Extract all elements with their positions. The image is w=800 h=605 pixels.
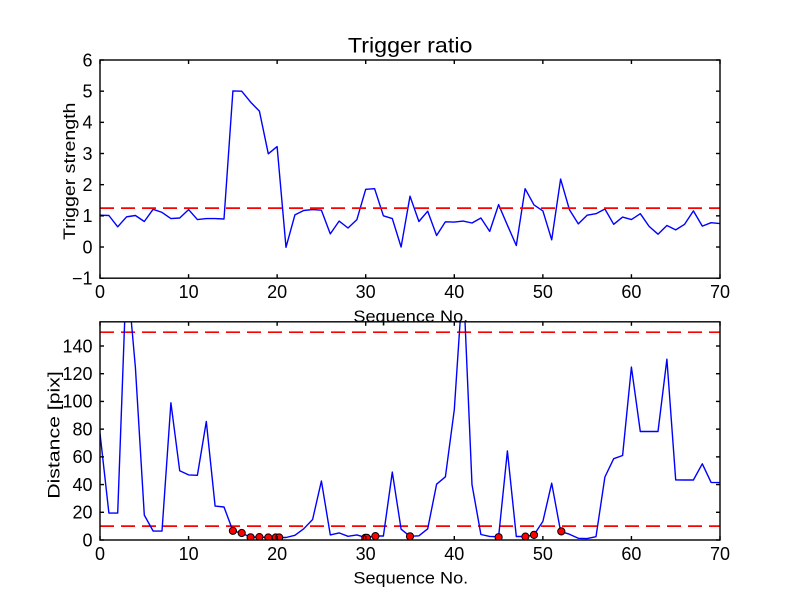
svg-text:1: 1	[82, 206, 92, 226]
svg-text:−1: −1	[72, 269, 93, 289]
svg-text:Sequence No.: Sequence No.	[353, 307, 468, 326]
svg-text:40: 40	[444, 544, 464, 564]
svg-text:Trigger strength: Trigger strength	[60, 103, 79, 241]
svg-text:20: 20	[72, 503, 92, 523]
svg-text:30: 30	[356, 282, 376, 302]
svg-text:60: 60	[621, 282, 641, 302]
svg-text:30: 30	[356, 544, 376, 564]
svg-text:20: 20	[267, 544, 287, 564]
svg-text:70: 70	[710, 282, 730, 302]
svg-text:40: 40	[444, 282, 464, 302]
svg-text:50: 50	[533, 282, 553, 302]
svg-text:0: 0	[82, 237, 92, 257]
svg-text:60: 60	[72, 447, 92, 467]
svg-text:2: 2	[82, 175, 92, 195]
svg-text:20: 20	[267, 282, 287, 302]
svg-text:Distance [pix]: Distance [pix]	[45, 371, 64, 499]
svg-text:10: 10	[179, 544, 199, 564]
svg-text:6: 6	[82, 50, 92, 70]
svg-text:50: 50	[533, 544, 553, 564]
svg-text:0: 0	[82, 530, 92, 550]
svg-text:60: 60	[621, 544, 641, 564]
svg-text:100: 100	[62, 392, 92, 412]
svg-text:Sequence No.: Sequence No.	[353, 569, 468, 588]
svg-text:Trigger ratio: Trigger ratio	[348, 35, 473, 58]
svg-text:40: 40	[72, 475, 92, 495]
svg-text:10: 10	[179, 282, 199, 302]
svg-text:0: 0	[95, 544, 105, 564]
svg-text:4: 4	[82, 113, 92, 133]
svg-text:3: 3	[82, 144, 92, 164]
svg-text:120: 120	[62, 364, 92, 384]
svg-text:5: 5	[82, 82, 92, 102]
svg-text:70: 70	[710, 544, 730, 564]
svg-text:80: 80	[72, 419, 92, 439]
svg-text:140: 140	[62, 336, 92, 356]
svg-text:0: 0	[95, 282, 105, 302]
